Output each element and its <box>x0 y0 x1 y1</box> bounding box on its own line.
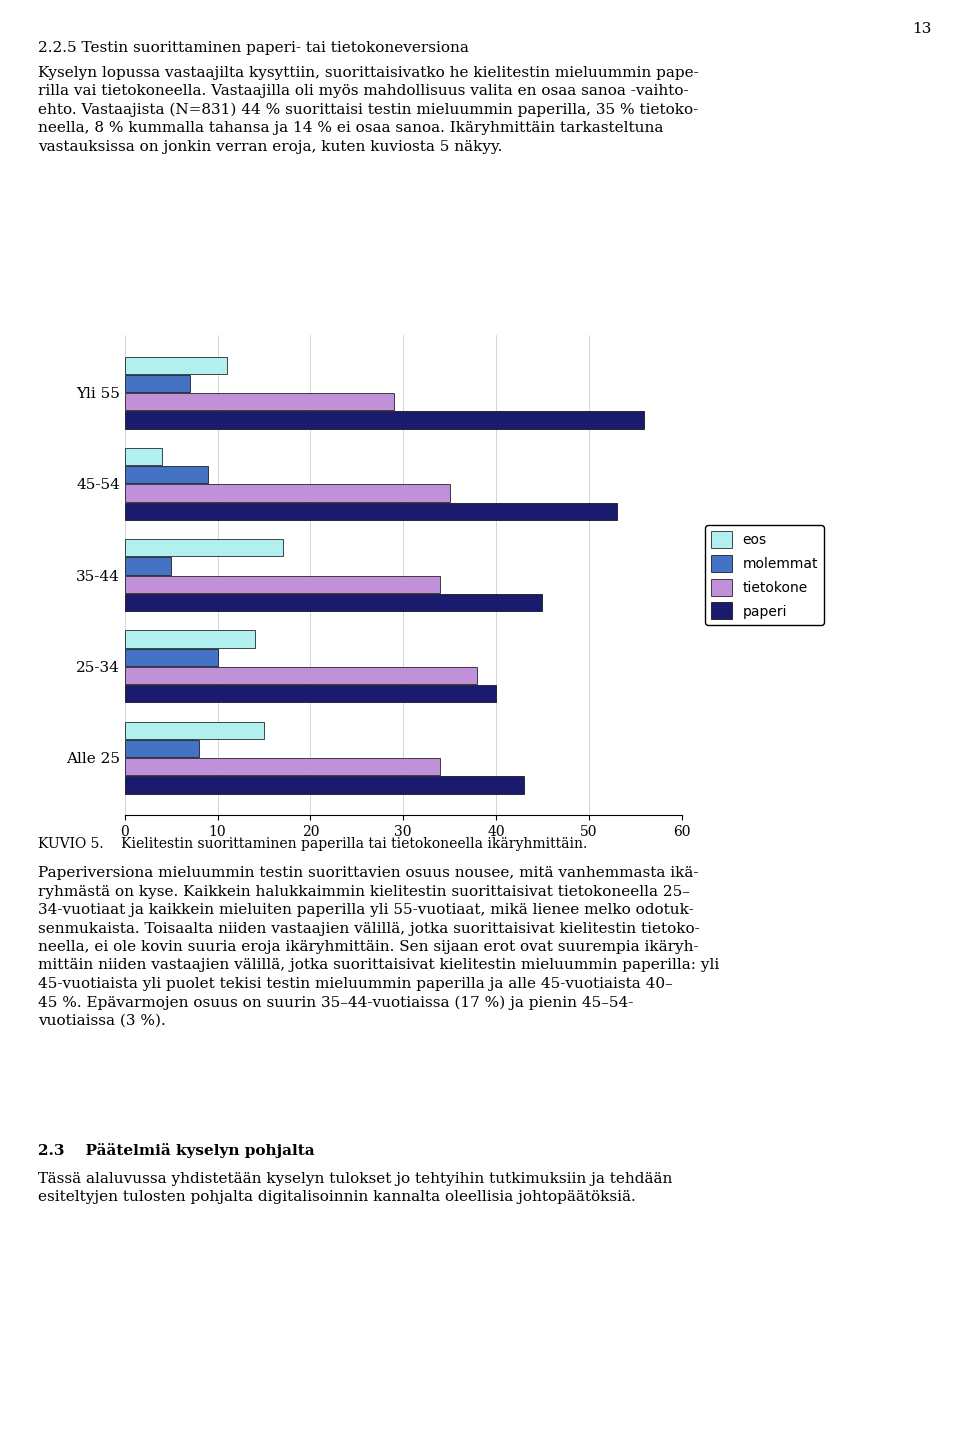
Bar <box>125 667 477 684</box>
Bar <box>125 558 171 575</box>
Bar <box>125 684 496 702</box>
Legend: eos, molemmat, tietokone, paperi: eos, molemmat, tietokone, paperi <box>706 526 824 625</box>
Bar <box>125 393 394 411</box>
Text: KUVIO 5.    Kielitestin suorittaminen paperilla tai tietokoneella ikäryhmittäin.: KUVIO 5. Kielitestin suorittaminen paper… <box>38 837 588 852</box>
Bar <box>125 722 264 738</box>
Bar <box>125 648 218 665</box>
Bar <box>125 502 616 520</box>
Text: 13: 13 <box>912 22 931 36</box>
Bar <box>125 740 199 757</box>
Text: Paperiversiona mieluummin testin suorittavien osuus nousee, mitä vanhemmasta ikä: Paperiversiona mieluummin testin suoritt… <box>38 866 720 1028</box>
Bar <box>125 485 449 502</box>
Bar <box>125 575 441 593</box>
Bar <box>125 594 542 612</box>
Bar <box>125 776 524 794</box>
Bar <box>125 448 162 466</box>
Bar <box>125 357 227 374</box>
Bar <box>125 539 282 556</box>
Bar <box>125 759 441 775</box>
Text: Kyselyn lopussa vastaajilta kysyttiin, suorittaisivatko he kielitestin mieluummi: Kyselyn lopussa vastaajilta kysyttiin, s… <box>38 66 699 154</box>
Text: Tässä alaluvussa yhdistetään kyselyn tulokset jo tehtyihin tutkimuksiin ja tehdä: Tässä alaluvussa yhdistetään kyselyn tul… <box>38 1172 673 1204</box>
Text: 2.2.5 Testin suorittaminen paperi- tai tietokoneversiona: 2.2.5 Testin suorittaminen paperi- tai t… <box>38 41 469 55</box>
Text: 2.3    Päätelmiä kyselyn pohjalta: 2.3 Päätelmiä kyselyn pohjalta <box>38 1143 315 1158</box>
Bar <box>125 630 254 648</box>
Bar <box>125 412 644 428</box>
Bar <box>125 376 190 392</box>
Bar <box>125 466 208 483</box>
